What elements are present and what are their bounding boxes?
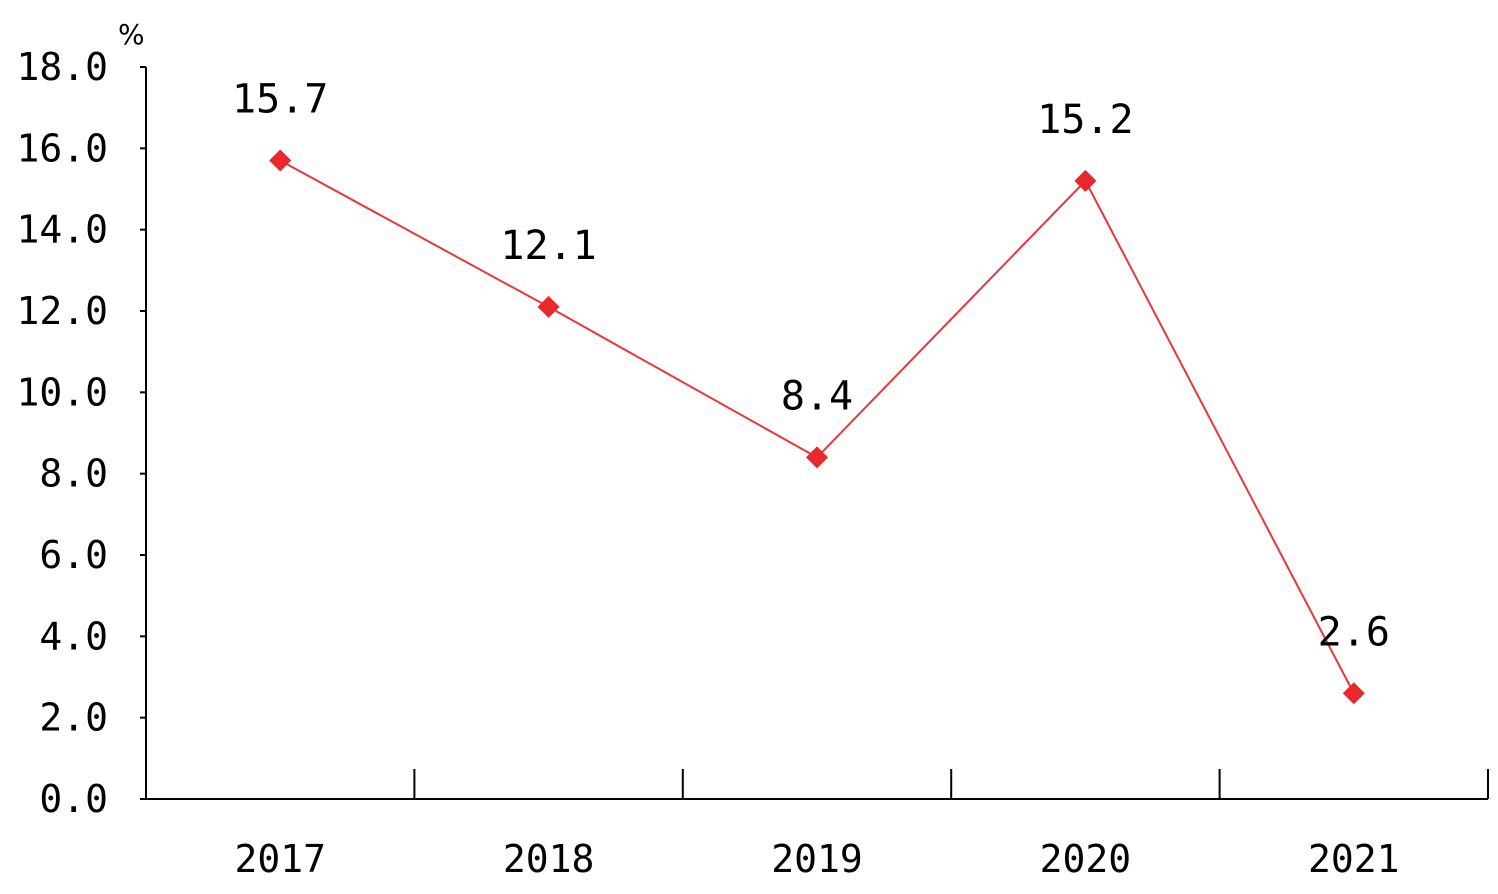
series-line — [279, 159, 1355, 694]
data-point-marker — [537, 295, 560, 318]
data-label: 12.1 — [500, 223, 596, 269]
data-label: 8.4 — [781, 373, 853, 419]
y-tick-label: 14.0 — [16, 208, 108, 252]
y-tick-label: 0.0 — [39, 777, 108, 821]
y-tick-label: 18.0 — [16, 45, 108, 89]
data-point-marker — [806, 446, 828, 469]
series-group — [269, 149, 1365, 705]
y-tick-label: 8.0 — [39, 452, 108, 496]
data-label: 2.6 — [1318, 609, 1390, 655]
x-tick-label: 2020 — [1040, 837, 1132, 881]
data-point-marker — [269, 149, 292, 172]
y-axis-unit: % — [118, 18, 145, 51]
y-axis-ticks: 0.0 2.0 4.0 6.0 8.0 10.0 12.0 14.0 16.0 18.0 — [16, 45, 146, 821]
data-label: 15.2 — [1037, 97, 1133, 143]
axes — [145, 67, 1488, 800]
y-tick-label: 6.0 — [39, 533, 108, 577]
y-tick-label: 16.0 — [16, 126, 108, 170]
y-tick-label: 2.0 — [39, 696, 108, 740]
data-point-marker — [1342, 682, 1365, 705]
x-tick-label: 2019 — [771, 837, 863, 881]
data-labels: 15.7 12.1 8.4 15.2 2.6 — [232, 77, 1390, 656]
y-tick-label: 10.0 — [16, 370, 108, 414]
y-tick-label: 4.0 — [39, 614, 108, 658]
data-label: 15.7 — [232, 77, 328, 123]
data-point-marker — [1074, 169, 1097, 192]
x-tick-label: 2017 — [234, 837, 326, 881]
y-tick-label: 12.0 — [16, 289, 108, 333]
x-tick-label: 2021 — [1308, 837, 1400, 881]
x-tick-label: 2018 — [503, 837, 595, 881]
x-axis-ticks: 2017 2018 2019 2020 2021 — [234, 769, 1489, 881]
